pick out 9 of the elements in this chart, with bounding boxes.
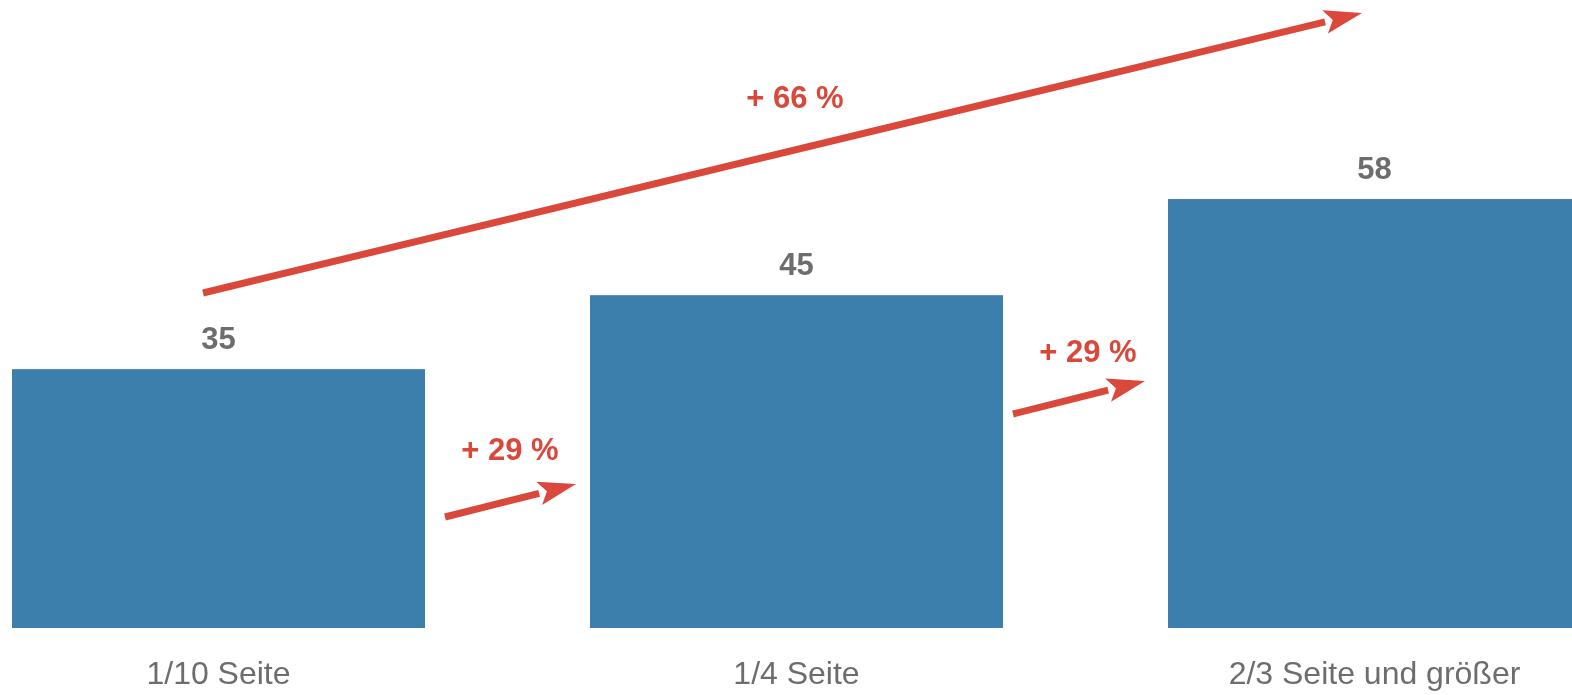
x-tick-label: 1/4 Seite: [733, 655, 860, 691]
x-tick-label: 2/3 Seite und größer: [1228, 655, 1521, 691]
data-label: 58: [1357, 151, 1392, 187]
data-label: 35: [201, 321, 236, 357]
text: + 66 %: [746, 80, 844, 115]
x-tick-label: 1/10 Seite: [146, 655, 291, 691]
data-label: 45: [779, 247, 814, 283]
annotation: + 29 %: [461, 432, 559, 467]
annotation: + 29 %: [1039, 334, 1137, 369]
